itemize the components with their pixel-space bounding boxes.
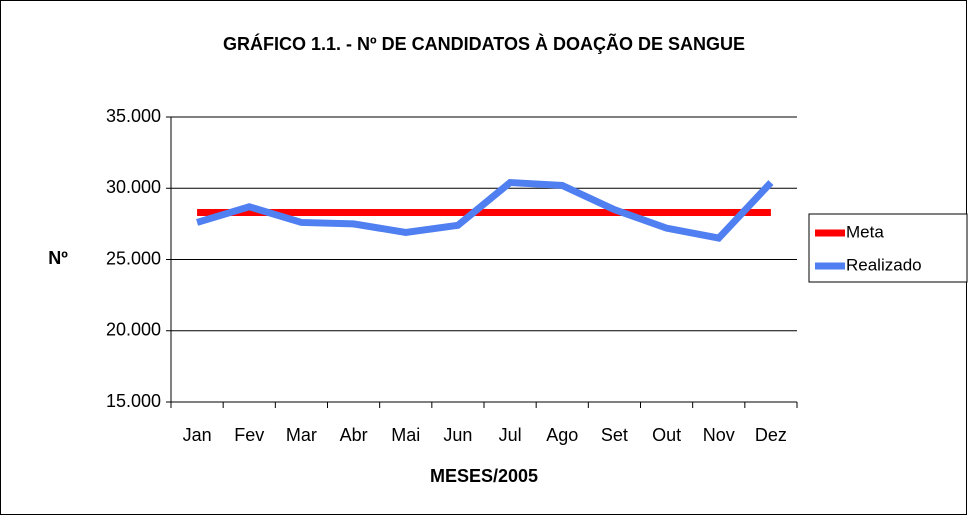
x-tick-label: Mai bbox=[391, 425, 420, 445]
y-tick-label: 25.000 bbox=[106, 248, 161, 268]
y-tick-label: 15.000 bbox=[106, 391, 161, 411]
y-tick-label: 35.000 bbox=[106, 106, 161, 126]
y-tick-label: 30.000 bbox=[106, 177, 161, 197]
x-tick-label: Dez bbox=[755, 425, 787, 445]
x-tick-label: Abr bbox=[340, 425, 368, 445]
series-line bbox=[196, 178, 774, 242]
x-tick-label: Jun bbox=[443, 425, 472, 445]
y-tick-label: 20.000 bbox=[106, 320, 161, 340]
legend-label: Meta bbox=[846, 222, 884, 241]
x-tick-label: Mar bbox=[286, 425, 317, 445]
x-tick-label: Fev bbox=[234, 425, 264, 445]
x-tick-label: Out bbox=[652, 425, 681, 445]
x-tick-label: Ago bbox=[546, 425, 578, 445]
legend-label: Realizado bbox=[846, 255, 922, 274]
y-axis-title: Nº bbox=[48, 248, 68, 268]
x-axis-title: MESES/2005 bbox=[430, 466, 538, 486]
x-tick-label: Jan bbox=[183, 425, 212, 445]
legend-box bbox=[808, 213, 968, 283]
x-tick-label: Nov bbox=[703, 425, 735, 445]
x-tick-label: Jul bbox=[499, 425, 522, 445]
x-tick-label: Set bbox=[601, 425, 628, 445]
chart-title: GRÁFICO 1.1. - Nº DE CANDIDATOS À DOAÇÃO… bbox=[223, 33, 745, 54]
